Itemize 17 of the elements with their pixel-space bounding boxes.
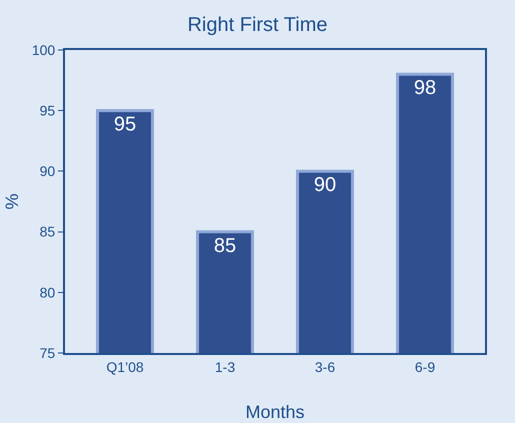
data-label: 85 bbox=[214, 234, 236, 257]
x-tick-label: 3-6 bbox=[314, 358, 336, 375]
data-label: 95 bbox=[114, 114, 136, 136]
y-tick-label: 90 bbox=[40, 163, 56, 180]
y-tick-label: 75 bbox=[40, 344, 56, 361]
x-tick-label: 1-3 bbox=[214, 358, 236, 375]
x-tick-label: Q1’08 bbox=[106, 358, 144, 375]
data-label: 98 bbox=[414, 77, 436, 100]
y-tick-label: 95 bbox=[40, 102, 56, 118]
y-tick-label: 85 bbox=[40, 224, 56, 240]
chart-title: Right First Time bbox=[187, 14, 328, 36]
y-tick-label: 100 bbox=[32, 42, 56, 58]
x-axis-title: Months bbox=[245, 402, 305, 422]
y-axis-title: % bbox=[2, 193, 22, 210]
data-label: 90 bbox=[314, 174, 336, 196]
x-tick-label: 6-9 bbox=[414, 358, 436, 375]
y-tick-label: 80 bbox=[40, 284, 56, 300]
